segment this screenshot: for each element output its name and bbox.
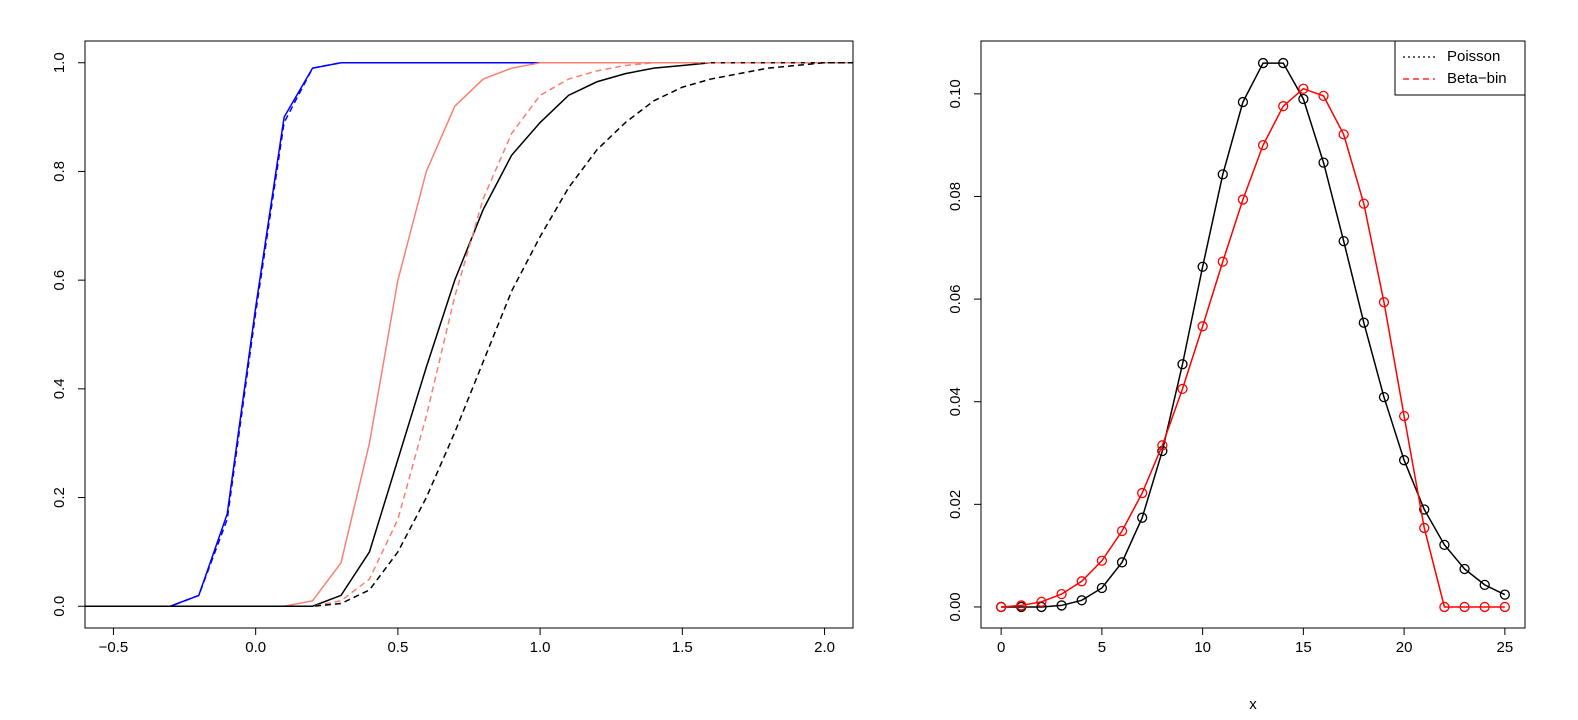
data-point — [1439, 601, 1450, 613]
data-point — [1378, 297, 1390, 308]
data-point — [1378, 391, 1390, 403]
plot-frame — [980, 40, 1526, 629]
data-point — [1298, 93, 1309, 105]
y-tick-label: 0.10 — [947, 79, 964, 108]
data-point — [1197, 261, 1208, 272]
y-tick-label: 0.0 — [51, 596, 68, 617]
data-point — [1217, 169, 1228, 180]
x-tick-label: 0.0 — [245, 639, 266, 656]
data-point — [1096, 582, 1108, 594]
y-tick-label: 0.06 — [947, 284, 964, 313]
series-line — [1001, 87, 1505, 608]
data-point — [1177, 383, 1188, 395]
y-tick-label: 0.8 — [51, 161, 68, 182]
series-line — [85, 61, 853, 608]
y-tick-label: 0.00 — [947, 592, 964, 621]
data-point — [1358, 198, 1369, 209]
data-point — [1278, 101, 1289, 112]
data-point — [1076, 576, 1087, 587]
data-point — [1237, 194, 1249, 205]
data-point — [1217, 256, 1228, 267]
legend-label: Poisson — [1447, 48, 1500, 65]
data-point — [1237, 96, 1249, 108]
x-tick-label: 1.0 — [530, 639, 551, 656]
data-point — [1257, 140, 1269, 151]
data-point — [1318, 157, 1329, 168]
data-point — [1358, 317, 1369, 328]
data-point — [1257, 57, 1269, 69]
data-point — [1499, 601, 1511, 613]
data-point — [1298, 83, 1309, 94]
data-point — [1419, 522, 1430, 534]
y-tick-label: 0.08 — [947, 182, 964, 211]
series-line — [85, 61, 853, 608]
data-point — [1056, 600, 1067, 611]
data-point — [1318, 90, 1329, 102]
data-point — [1137, 512, 1148, 523]
y-tick-label: 0.2 — [51, 487, 68, 508]
x-tick-label: 0 — [997, 639, 1005, 656]
data-point — [1016, 600, 1027, 611]
data-point — [1116, 525, 1128, 537]
data-point — [1398, 410, 1410, 422]
x-tick-label: 1.5 — [672, 639, 693, 656]
data-point — [1157, 440, 1168, 451]
x-tick-label: 25 — [1497, 639, 1514, 656]
data-point — [1439, 539, 1450, 551]
y-tick-label: 0.04 — [947, 387, 964, 416]
data-point — [1398, 455, 1410, 466]
data-point — [1459, 601, 1470, 613]
data-point — [1338, 129, 1349, 140]
y-tick-label: 1.0 — [51, 52, 68, 73]
data-point — [1096, 555, 1108, 566]
series-line — [85, 61, 853, 608]
data-point — [1137, 487, 1148, 499]
series-line — [85, 61, 853, 608]
series-line — [85, 61, 853, 608]
data-point — [1459, 563, 1470, 575]
data-point — [1036, 596, 1047, 607]
x-tick-label: 0.5 — [387, 639, 408, 656]
legend-label: Beta−bin — [1447, 70, 1507, 87]
data-point — [1076, 595, 1087, 606]
plot-frame — [84, 40, 854, 629]
x-axis-label: x — [1249, 696, 1257, 713]
data-point — [1479, 579, 1490, 591]
y-tick-label: 0.4 — [51, 378, 68, 399]
data-point — [1479, 601, 1490, 613]
data-point — [1197, 321, 1208, 332]
series-line — [85, 61, 853, 608]
y-tick-label: 0.02 — [947, 490, 964, 519]
y-tick-label: 0.6 — [51, 270, 68, 291]
legend-box — [1394, 40, 1526, 96]
data-point — [1338, 235, 1349, 247]
series-line — [1001, 62, 1506, 608]
x-tick-label: 15 — [1295, 639, 1312, 656]
data-point — [995, 601, 1007, 613]
x-tick-label: 5 — [1098, 639, 1106, 656]
x-tick-label: 2.0 — [814, 639, 835, 656]
x-tick-label: 20 — [1396, 639, 1413, 656]
x-tick-label: −0.5 — [99, 639, 129, 656]
data-point — [1278, 57, 1289, 69]
data-point — [1177, 359, 1188, 370]
data-point — [1499, 589, 1511, 600]
data-point — [1056, 588, 1067, 600]
data-point — [1116, 557, 1128, 568]
data-point — [1419, 504, 1430, 515]
x-tick-label: 10 — [1194, 639, 1211, 656]
